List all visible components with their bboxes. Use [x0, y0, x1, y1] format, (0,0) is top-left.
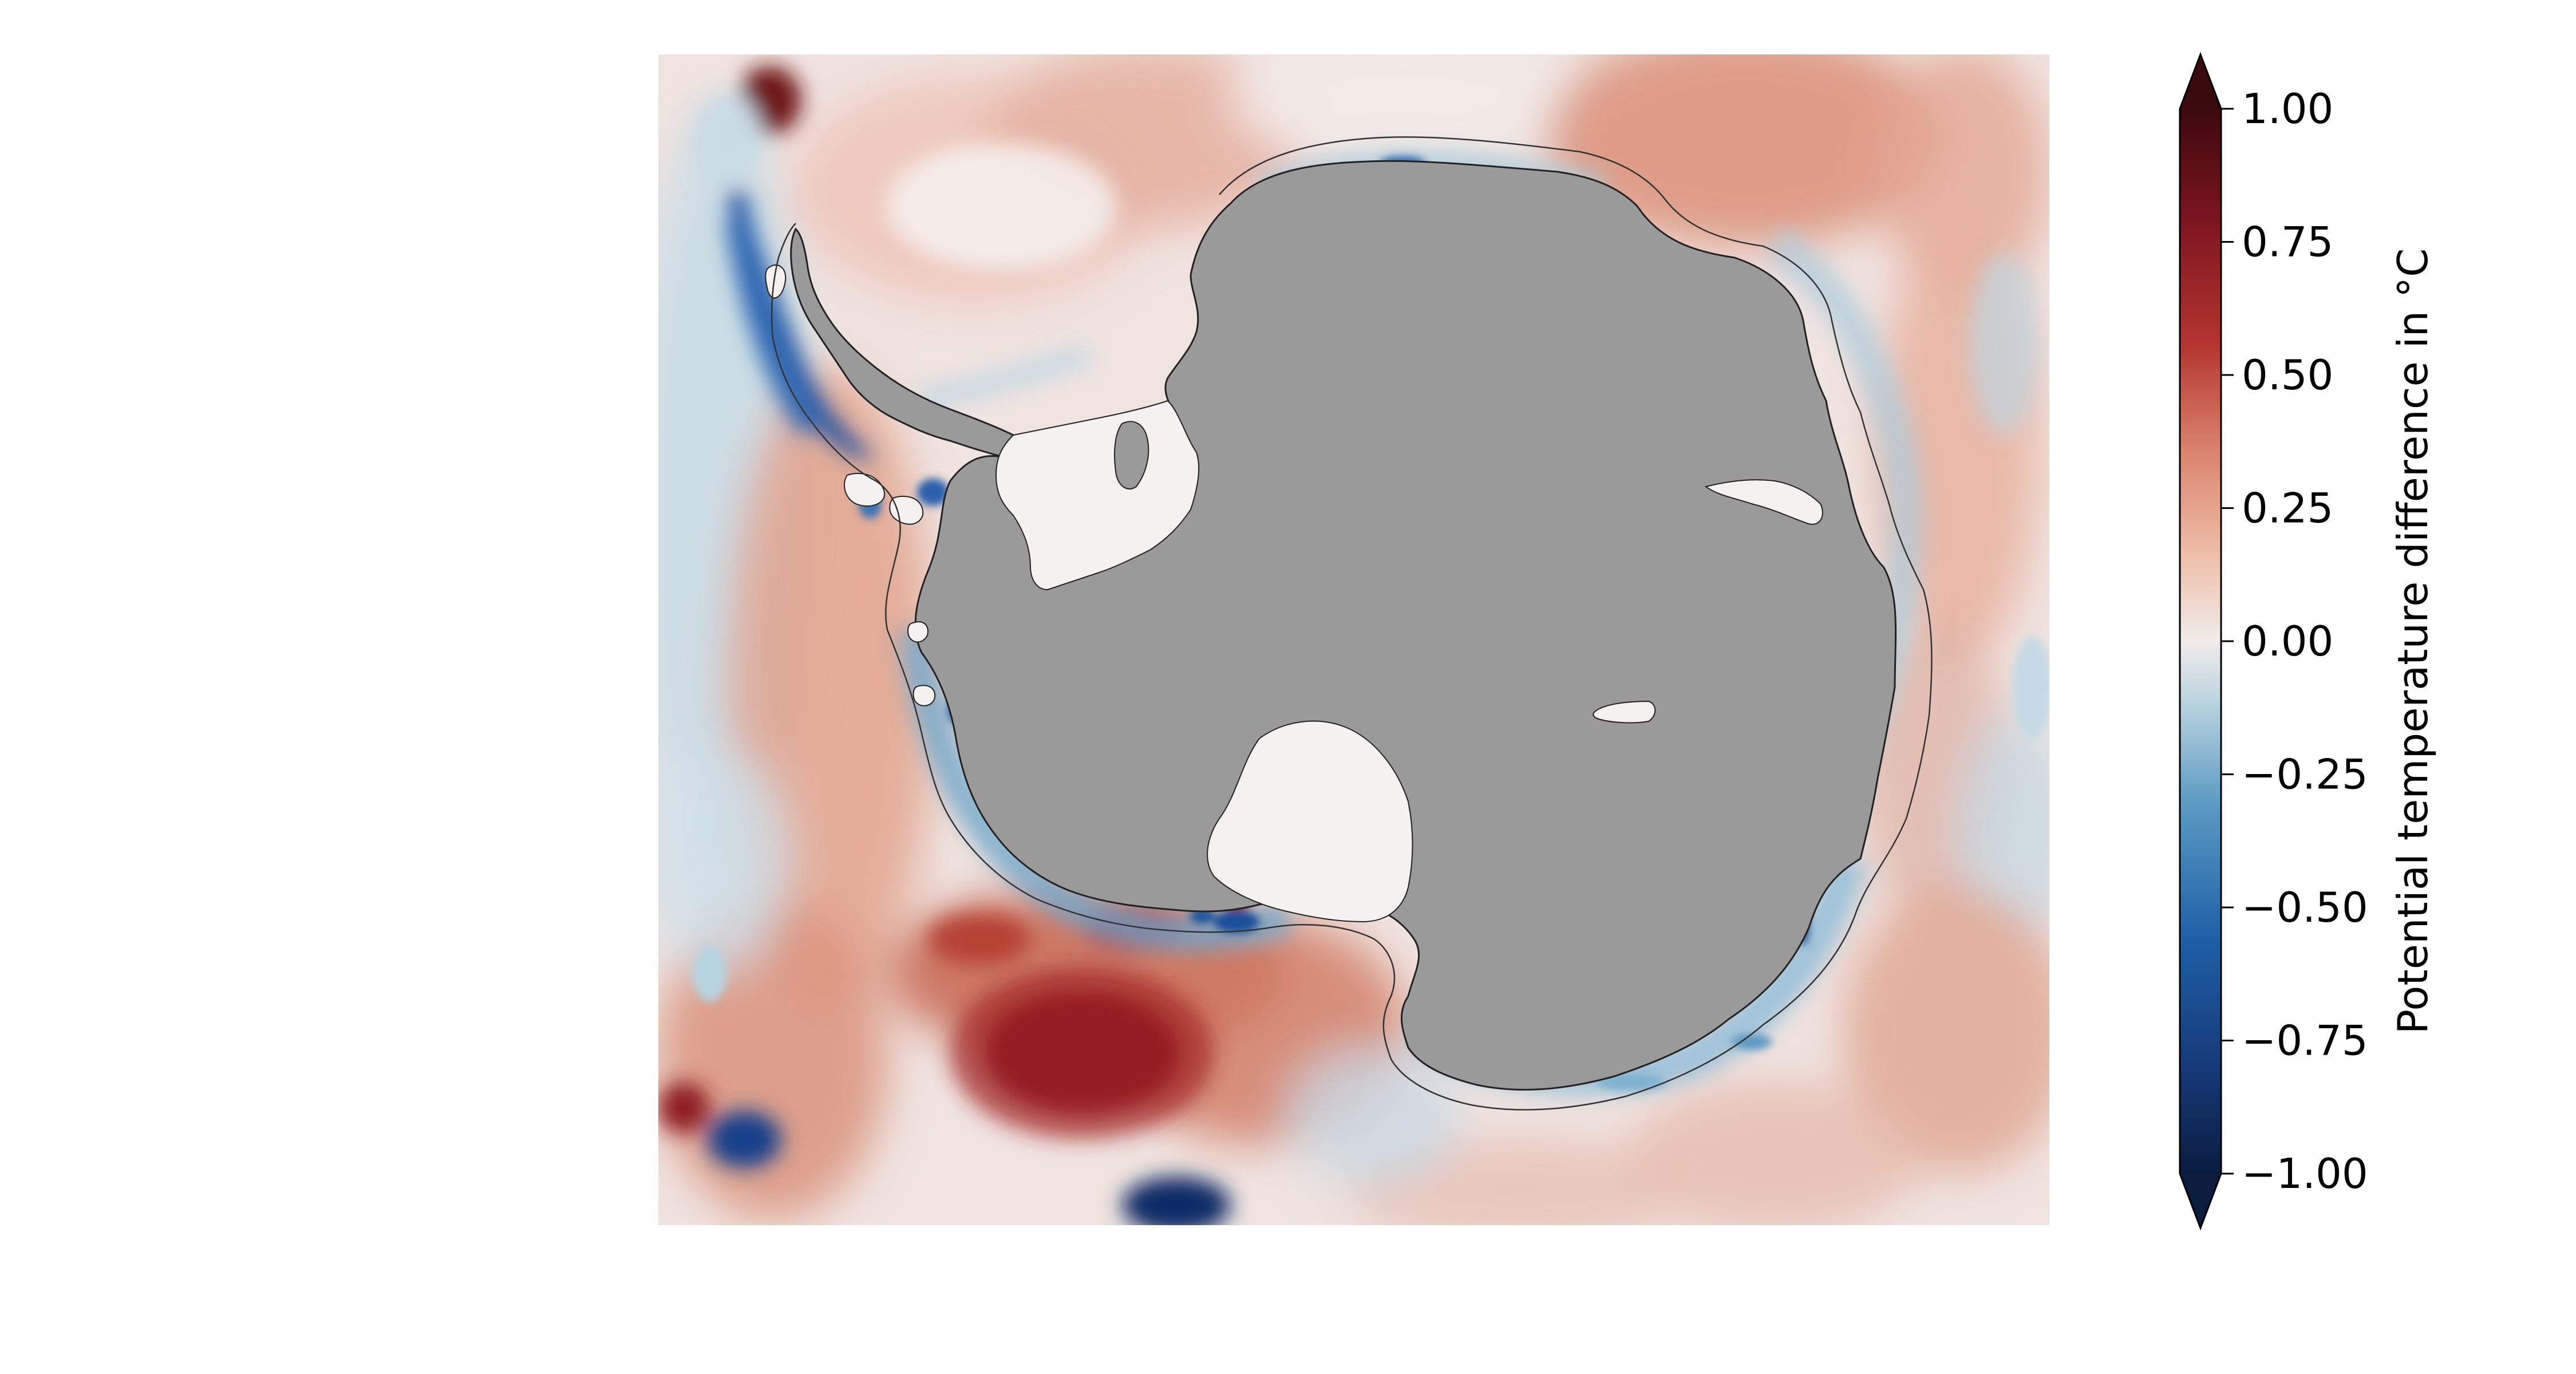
colorbar: 1.00 0.75 0.50 0.25 0.00 −0.25 −0.50 −0.75 −1.00…: [2179, 52, 2437, 1231]
amery-ice-shelf: [1704, 479, 1823, 525]
shelf-contour: [771, 136, 1933, 1111]
antarctic-peninsula: [790, 227, 1026, 459]
colorbar-tick-label: −0.25: [2242, 751, 2368, 799]
berkner-island: [1114, 421, 1149, 489]
colorbar-ticks: 1.00 0.75 0.50 0.25 0.00 −0.25 −0.50 −0.75 −1.00: [2221, 85, 2368, 1198]
colorbar-extend-max: [2180, 54, 2221, 109]
colorbar-tick-label: −0.50: [2242, 883, 2368, 931]
colorbar-tick-label: 0.50: [2242, 351, 2333, 399]
colorbar-tick-label: −1.00: [2242, 1150, 2368, 1198]
colorbar-tick-label: 0.25: [2242, 484, 2333, 532]
colorbar-gradient: [2180, 109, 2221, 1174]
colorbar-tick-label: 0.75: [2242, 218, 2333, 266]
colorbar-label: Potential temperature difference in °C: [2389, 248, 2437, 1035]
peninsula-islands: [765, 264, 936, 706]
colorbar-tick-label: 1.00: [2242, 85, 2333, 133]
colorbar-extend-min: [2180, 1174, 2221, 1228]
ross-ice-shelf: [1207, 720, 1413, 923]
colorbar-tick-label: −0.75: [2242, 1017, 2368, 1065]
colorbar-tick-label: 0.00: [2242, 617, 2333, 665]
map-panel: [658, 54, 2049, 1225]
vostok-lake: [1593, 700, 1656, 724]
